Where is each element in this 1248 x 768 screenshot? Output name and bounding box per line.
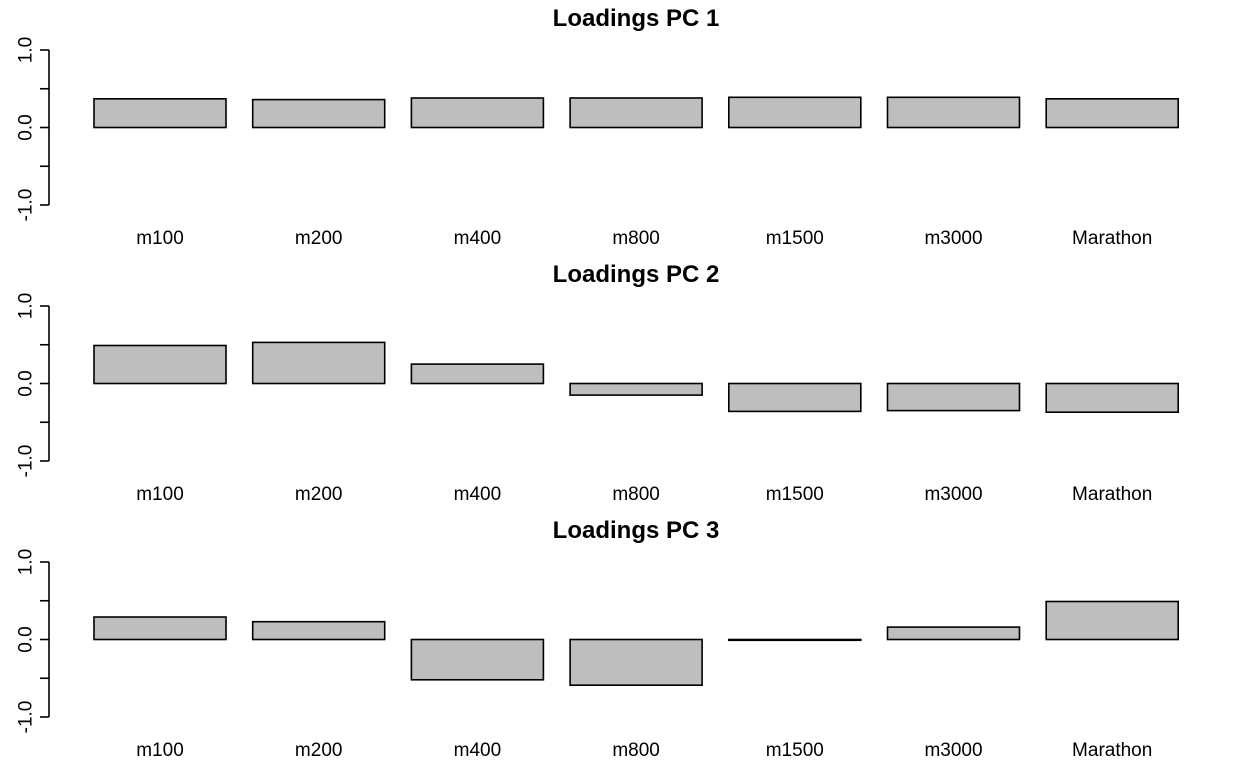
bar-m1500 [727, 382, 862, 413]
panel-pc-1: Loadings PC 1 -1.0 0.0 1.0 m100 m200 m400 m800 m… [16, 5, 1179, 249]
y-tick-label: -1.0 [16, 701, 37, 734]
y-tick-label: -1.0 [16, 445, 37, 478]
category-label: m100 [136, 484, 184, 505]
category-label: m1500 [766, 228, 824, 249]
category-label: Marathon [1072, 228, 1152, 249]
bar-m100 [93, 616, 227, 641]
y-tick-label: -1.0 [16, 189, 37, 222]
category-label: m3000 [924, 484, 982, 505]
bar-m1500 [727, 96, 862, 129]
category-label: m100 [136, 740, 184, 761]
y-tick-label: 0.0 [16, 370, 37, 396]
bar-m800 [569, 382, 703, 396]
panel-pc-2: Loadings PC 2 -1.0 0.0 1.0 m100 m200 m400 m800 m… [16, 261, 1179, 505]
bar-marathon [1045, 98, 1179, 129]
category-label: m400 [454, 484, 502, 505]
category-label: m100 [136, 228, 184, 249]
bar-m100 [93, 344, 227, 385]
y-tick-label: 1.0 [16, 549, 37, 575]
category-label: m800 [612, 484, 660, 505]
bar-m200 [251, 620, 386, 641]
bar-m1500 [727, 638, 862, 642]
bar-m400 [410, 638, 545, 681]
category-label: Marathon [1072, 740, 1152, 761]
y-tick-label: 1.0 [16, 293, 37, 319]
panel-title: Loadings PC 3 [553, 517, 720, 544]
category-label: m3000 [924, 740, 982, 761]
y-tick-label: 0.0 [16, 626, 37, 652]
bar-m800 [569, 638, 703, 687]
y-tick-label: 0.0 [16, 114, 37, 140]
category-label: m400 [454, 228, 502, 249]
bar-m200 [251, 98, 386, 129]
category-label: m1500 [766, 484, 824, 505]
bar-m200 [251, 341, 386, 385]
bar-m400 [410, 97, 545, 129]
bar-m3000 [886, 96, 1021, 129]
bar-marathon [1045, 600, 1179, 641]
category-label: m3000 [924, 228, 982, 249]
category-label: m200 [295, 228, 343, 249]
bar-m400 [410, 363, 545, 385]
bar-m3000 [886, 626, 1021, 641]
panel-title: Loadings PC 1 [553, 5, 720, 32]
category-label: Marathon [1072, 484, 1152, 505]
bar-m3000 [886, 382, 1021, 412]
category-label: m200 [295, 740, 343, 761]
category-label: m1500 [766, 740, 824, 761]
category-label: m800 [612, 740, 660, 761]
bar-m100 [93, 98, 227, 129]
category-label: m200 [295, 484, 343, 505]
y-tick-label: 1.0 [16, 37, 37, 63]
bar-m800 [569, 97, 703, 129]
category-label: m400 [454, 740, 502, 761]
category-label: m800 [612, 228, 660, 249]
panel-pc-3: Loadings PC 3 -1.0 0.0 1.0 m100 m200 m400 m800 m… [16, 517, 1179, 761]
bar-marathon [1045, 382, 1179, 414]
panel-title: Loadings PC 2 [553, 261, 720, 288]
